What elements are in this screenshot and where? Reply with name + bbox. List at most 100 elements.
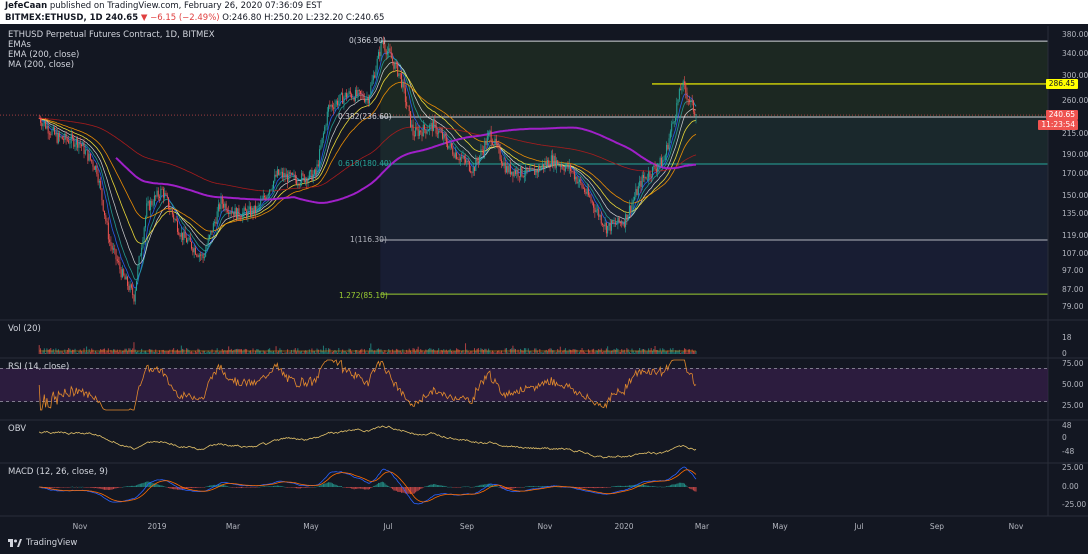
legend-ma200[interactable]: MA (200, close) [8,60,75,70]
time-axis-label[interactable]: Mar [225,522,241,531]
footer-brand[interactable]: TradingView [26,538,78,548]
obv-pane-label[interactable]: OBV [8,424,27,434]
price-axis-label[interactable]: 300.00 [1062,70,1088,80]
vol-axis-label[interactable]: 0 [1062,349,1067,358]
candle [643,170,645,182]
macd-hist-bar [474,486,476,488]
legend-ema200[interactable]: EMA (200, close) [8,50,80,60]
volume-bar [326,352,328,354]
macd-hist-bar [354,487,356,489]
time-axis-label[interactable]: Nov [537,522,553,531]
time-axis-label[interactable]: Nov [1008,522,1024,531]
volume-bar [413,348,415,354]
candle [550,150,552,167]
macd-axis-label[interactable]: 0.00 [1062,482,1079,491]
time-axis-label[interactable]: Sep [929,522,945,531]
macd-hist-bar [463,486,465,488]
volume-bar [415,351,417,354]
vol-axis-label[interactable]: 18 [1062,333,1072,342]
price-axis-label[interactable]: 107.00 [1062,249,1088,259]
price-axis-label[interactable]: 87.00 [1062,285,1084,295]
volume-bar [399,350,401,354]
obv-axis-label[interactable]: 48 [1062,421,1072,430]
price-axis-label[interactable]: 170.00 [1062,169,1088,179]
time-axis-label[interactable]: 2019 [147,522,167,531]
volume-bar [320,349,322,354]
candle [479,155,481,165]
rsi-axis-label[interactable]: 50.00 [1062,380,1084,389]
candle [452,142,454,157]
macd-hist-bar [593,487,595,489]
candle [46,122,48,130]
macd-pane-label[interactable]: MACD (12, 26, close, 9) [8,467,108,477]
candle [671,120,673,137]
legend-emas[interactable]: EMAs [8,40,31,50]
volume-bar [625,352,627,354]
candle [462,150,464,160]
candle [305,176,307,186]
price-axis-label[interactable]: 260.00 [1062,95,1088,105]
vol-pane-label[interactable]: Vol (20) [8,324,41,334]
macd-hist-bar [591,487,593,488]
candle [669,129,671,143]
volume-bar [60,351,62,354]
price-axis-label[interactable]: 380.00 [1062,30,1088,39]
price-axis-label[interactable]: 119.00 [1062,231,1088,241]
price-axis-label[interactable]: 79.00 [1062,302,1084,311]
rsi-axis-label[interactable]: 25.00 [1062,400,1084,410]
time-axis-label[interactable]: Jul [383,522,393,531]
time-axis-label[interactable]: Mar [694,522,710,531]
volume-bar [395,348,397,354]
price-axis-label[interactable]: 340.00 [1062,49,1088,59]
candle-body [95,165,97,170]
candle-body [641,175,643,188]
candle [65,131,67,145]
price-axis-label[interactable]: 190.00 [1062,150,1088,160]
macd-hist-bar [374,485,376,487]
candle-body [600,215,602,224]
macd-hist-bar [415,487,417,493]
volume-bar [278,350,280,354]
time-axis-label[interactable]: Nov [72,522,88,531]
price-axis-label[interactable]: 97.00 [1062,266,1084,276]
candle [315,167,317,180]
candle [361,89,363,100]
candle-body [611,220,613,231]
price-axis-label[interactable]: 150.00 [1062,190,1088,200]
candle [244,203,246,211]
candle-body [155,195,157,197]
rsi-pane-label[interactable]: RSI (14, close) [8,362,70,372]
volume-bar [358,351,360,354]
volume-bar [96,352,98,354]
price-axis-label[interactable]: 135.00 [1062,209,1088,219]
time-axis-label[interactable]: May [303,522,319,531]
price-axis-label[interactable]: 215.00 [1062,128,1088,138]
macd-axis-label[interactable]: -25.00 [1062,500,1087,509]
time-axis-label[interactable]: May [772,522,788,531]
candle [358,89,360,96]
macd-hist-bar [475,486,477,487]
candle-body [305,178,307,183]
macd-hist-bar [87,487,89,488]
candle [313,168,315,176]
volume-bar [386,352,388,354]
tradingview-logo-icon [8,539,22,547]
author[interactable]: JefeCaan [5,1,48,11]
time-axis-label[interactable]: Sep [459,522,475,531]
macd-hist-bar [221,484,223,487]
macd-hist-bar [452,487,454,488]
obv-axis-label[interactable]: -48 [1062,447,1075,456]
candle [461,152,463,162]
macd-hist-bar [51,487,53,489]
macd-hist-bar [380,482,382,487]
time-axis-label[interactable]: Jul [854,522,864,531]
time-axis-label[interactable]: 2020 [614,522,634,531]
candle-body [118,261,120,263]
volume-bar [682,351,684,354]
candle [618,216,620,224]
rsi-axis-label[interactable]: 75.00 [1062,359,1084,369]
candle [312,170,314,184]
obv-axis-label[interactable]: 0 [1062,433,1067,442]
macd-axis-label[interactable]: 25.00 [1062,463,1084,472]
